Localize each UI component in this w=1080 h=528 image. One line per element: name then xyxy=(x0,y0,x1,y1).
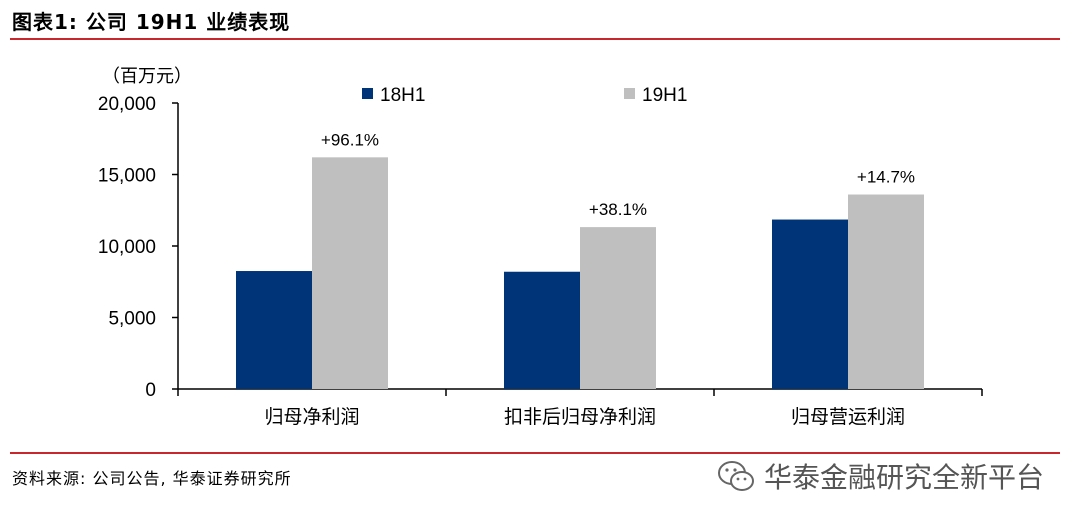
annotations: +96.1% +38.1% +14.7% xyxy=(321,130,915,219)
bar-18h1 xyxy=(772,219,848,389)
watermark: 华泰金融研究全新平台 xyxy=(716,456,1044,496)
bar-19h1 xyxy=(580,227,656,389)
x-tick-label: 归母营运利润 xyxy=(791,406,905,428)
legend-swatch-19h1 xyxy=(624,88,635,99)
bars xyxy=(236,157,924,389)
y-tick-label: 20,000 xyxy=(98,94,156,115)
x-tick-label: 扣非后归母净利润 xyxy=(504,406,656,428)
y-tick-label: 10,000 xyxy=(98,237,156,258)
bar-18h1 xyxy=(236,271,312,389)
growth-annotation: +96.1% xyxy=(321,130,379,149)
x-axis: 归母净利润 扣非后归母净利润 归母营运利润 xyxy=(177,388,983,428)
legend-label-19h1: 19H1 xyxy=(642,85,687,106)
bar-19h1 xyxy=(312,157,388,389)
growth-annotation: +14.7% xyxy=(857,168,915,187)
legend-label-18h1: 18H1 xyxy=(380,85,425,106)
y-unit-label: （百万元） xyxy=(102,66,192,87)
bar-18h1 xyxy=(504,271,580,389)
y-tick-label: 5,000 xyxy=(108,309,156,330)
y-tick-label: 15,000 xyxy=(98,166,156,187)
legend: 18H1 19H1 xyxy=(362,85,687,106)
y-axis: 0 5,000 10,000 15,000 20,000 xyxy=(98,94,179,401)
top-divider xyxy=(10,38,1060,40)
source-note: 资料来源: 公司公告, 华泰证券研究所 xyxy=(12,469,292,488)
bar-19h1 xyxy=(848,194,924,389)
bottom-divider xyxy=(10,452,1060,454)
x-tick-label: 归母净利润 xyxy=(264,406,359,428)
chart-title: 图表1: 公司 19H1 业绩表现 xyxy=(12,10,291,34)
growth-annotation: +38.1% xyxy=(589,200,647,219)
legend-swatch-18h1 xyxy=(362,88,373,99)
wechat-icon xyxy=(717,461,754,491)
y-tick-label: 0 xyxy=(145,380,156,401)
watermark-text: 华泰金融研究全新平台 xyxy=(763,461,1044,494)
